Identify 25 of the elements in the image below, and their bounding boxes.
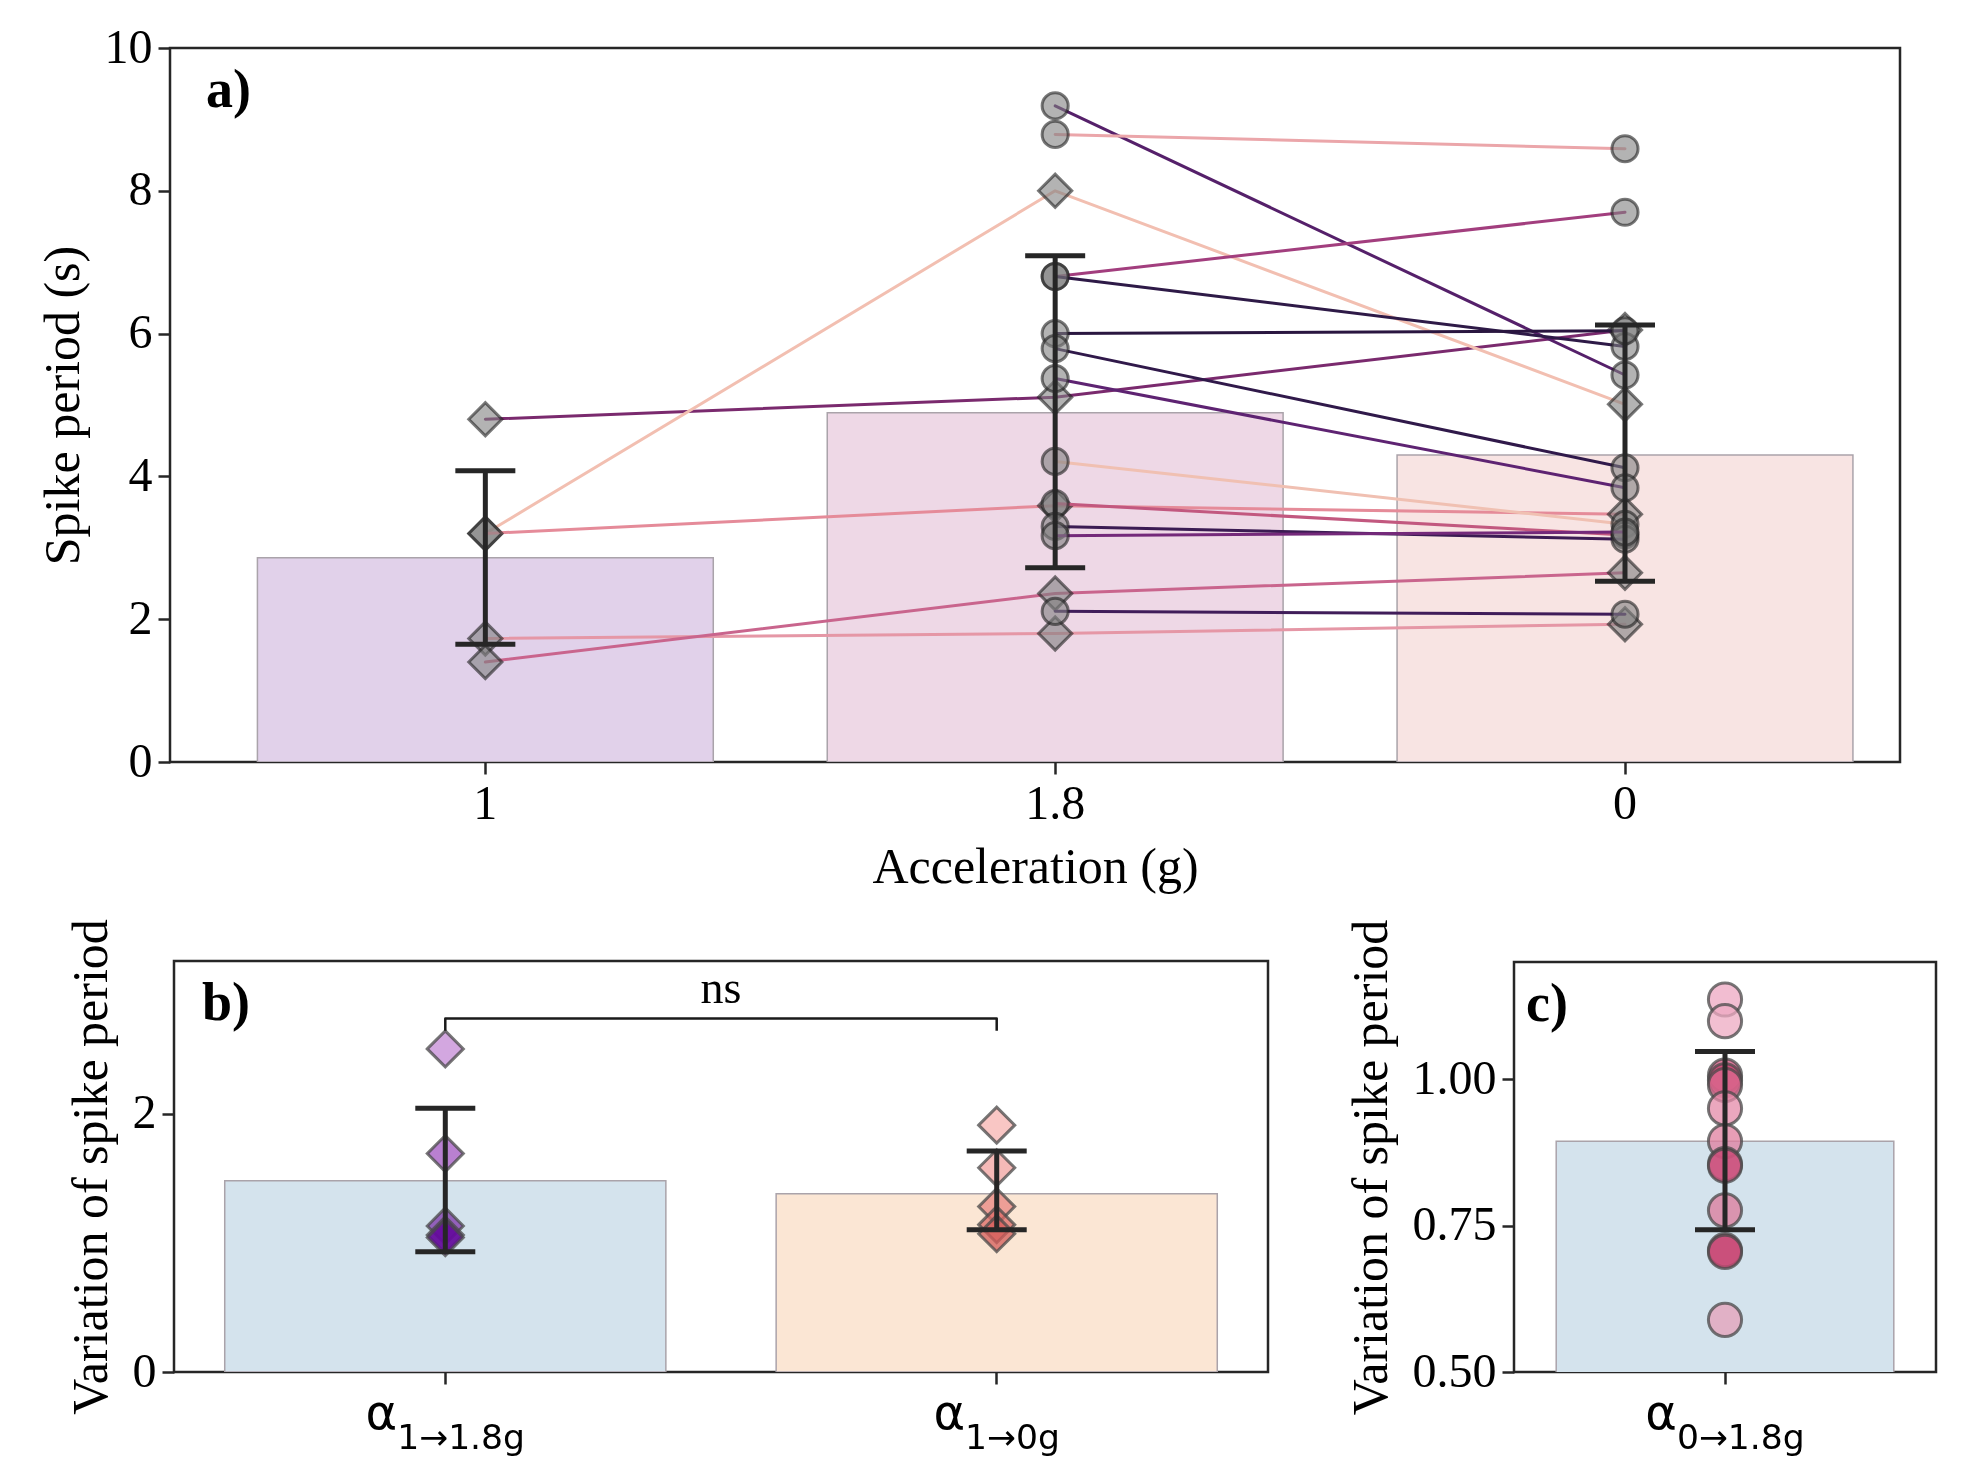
- y-tick-label: 10: [104, 19, 153, 73]
- x-tick-label: 1: [473, 775, 498, 829]
- y-tick-label: 0.75: [1412, 1197, 1497, 1251]
- x-axis-title: Acceleration (g): [872, 837, 1199, 894]
- y-tick-label: 0: [132, 1343, 157, 1397]
- y-tick-label: 1.00: [1412, 1050, 1497, 1104]
- y-axis-title: Spike period (s): [33, 245, 90, 566]
- annotation: b): [202, 972, 251, 1032]
- y-axis-title: Variation of spike period: [1341, 919, 1398, 1416]
- x-tick-label: 0: [1613, 775, 1637, 829]
- y-tick-label: 0: [128, 733, 153, 787]
- y-tick-label: 6: [128, 305, 153, 359]
- x-tick-label: α$_{1→1.8g}$: [365, 1383, 526, 1457]
- y-tick-label: 4: [128, 447, 153, 501]
- y-tick-label: 2: [128, 590, 153, 644]
- y-tick-label: 2: [132, 1085, 157, 1139]
- annotation: c): [1526, 973, 1568, 1033]
- x-tick-label: α$_{1→0g}$: [933, 1383, 1060, 1457]
- x-tick-label: α$_{0→1.8g}$: [1645, 1383, 1805, 1457]
- annotation: a): [206, 59, 251, 119]
- annotation: ns: [700, 961, 742, 1013]
- x-tick-label: 1.8: [1025, 775, 1086, 829]
- y-axis-title: Variation of spike period: [61, 919, 118, 1415]
- y-tick-label: 0.50: [1412, 1343, 1497, 1397]
- y-tick-label: 8: [128, 162, 153, 216]
